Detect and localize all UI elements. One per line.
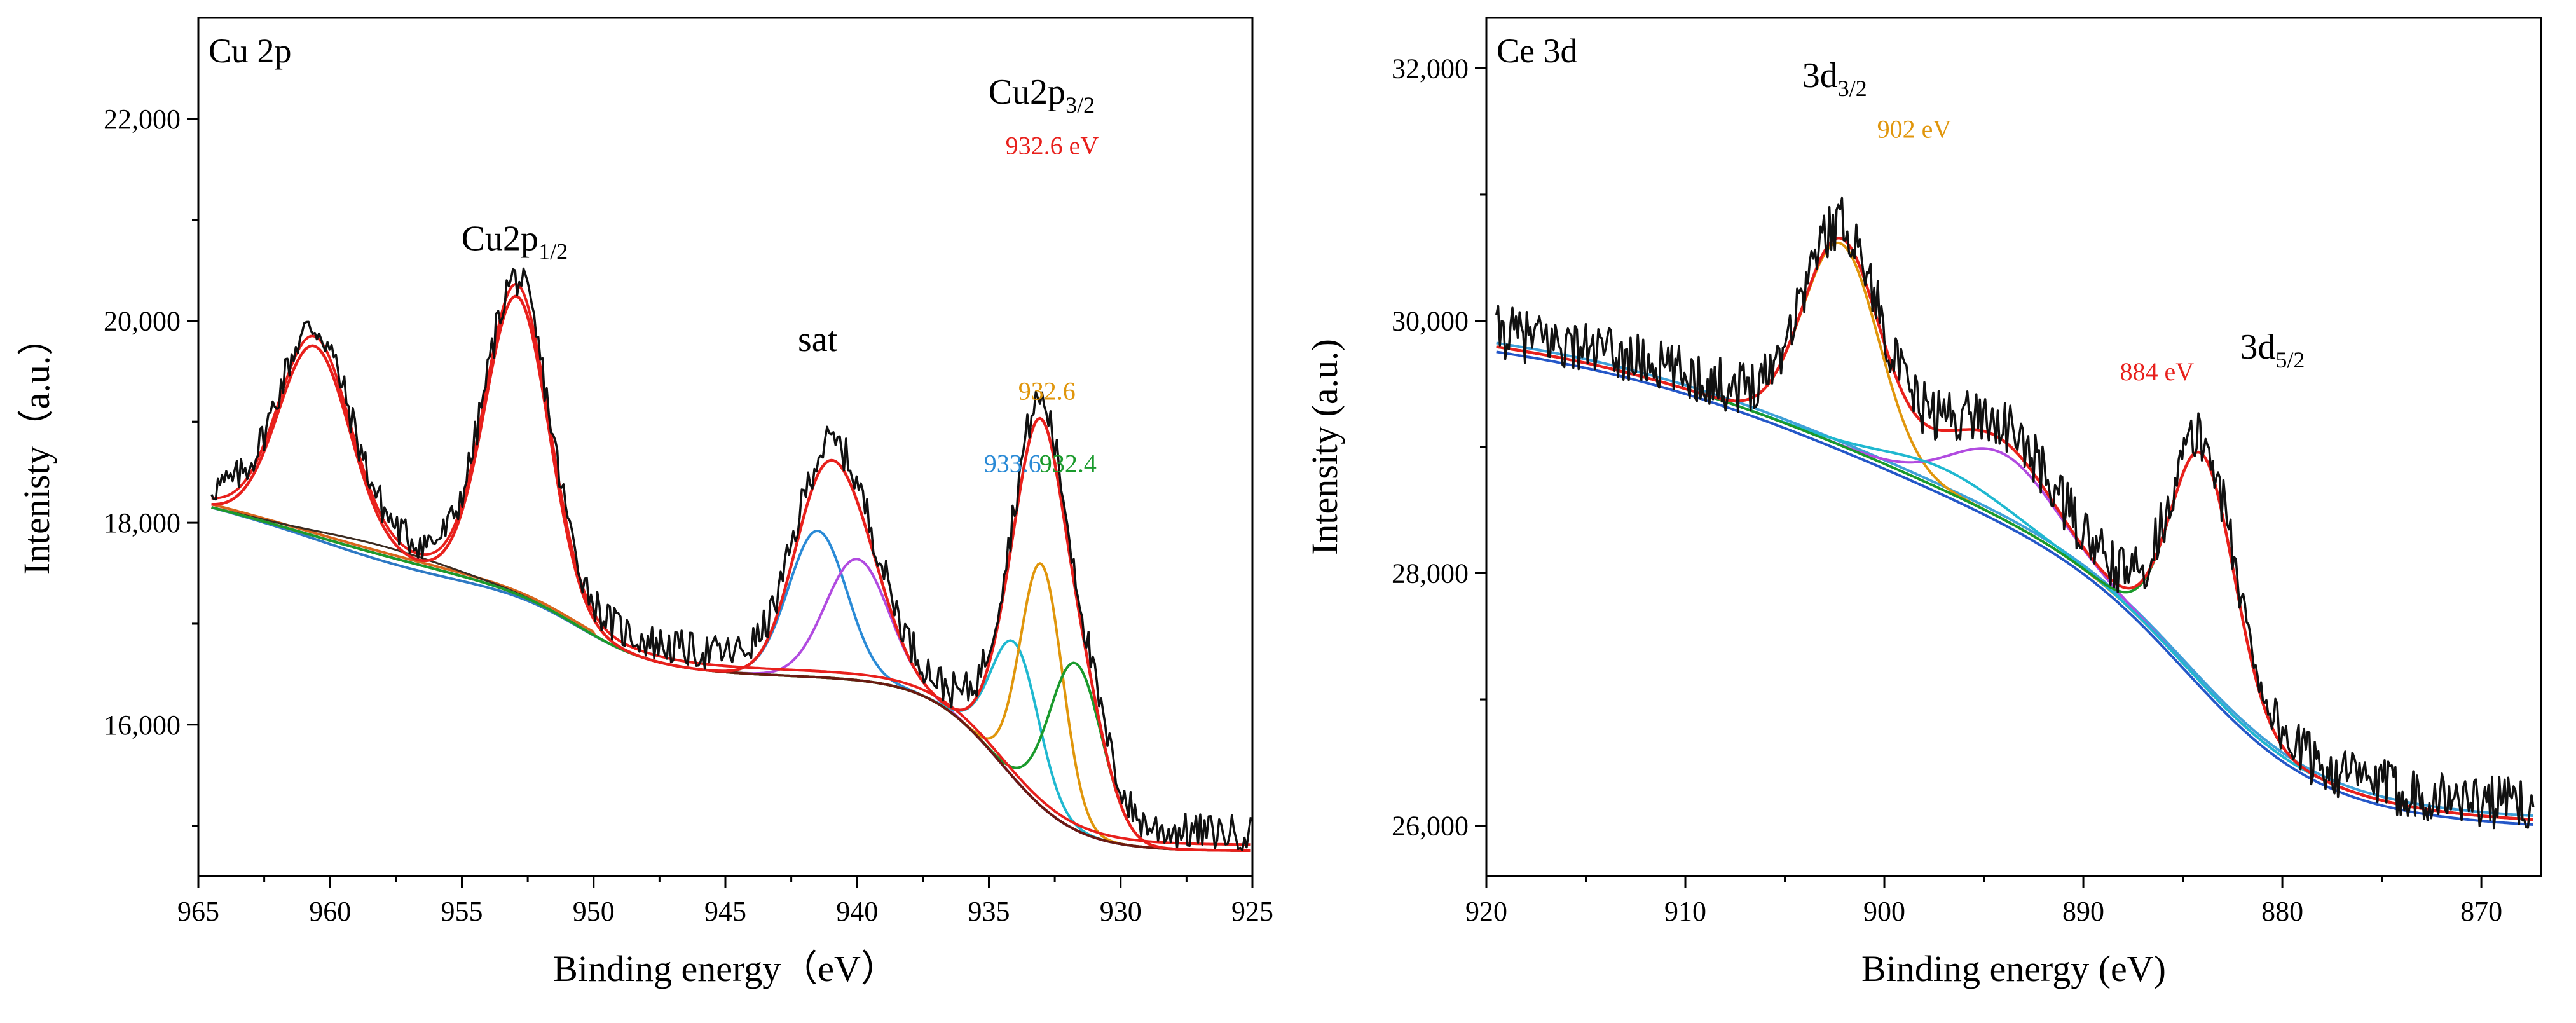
peak-label-main: 3d bbox=[1802, 56, 1838, 95]
component-line bbox=[1496, 345, 2533, 821]
energy-label: 932.6 bbox=[1018, 376, 1076, 405]
y-tick-label: 30,000 bbox=[1392, 305, 1469, 336]
x-tick-label: 930 bbox=[1100, 896, 1142, 927]
x-tick-label: 925 bbox=[1231, 896, 1273, 927]
y-axis-title: Intensity (a.u.) bbox=[1304, 339, 1345, 555]
x-axis-title: Binding energy (eV) bbox=[1861, 948, 2166, 989]
y-tick-label: 18,000 bbox=[104, 507, 181, 539]
plot-frame bbox=[1485, 17, 2542, 877]
peak-label-main: 3d bbox=[2240, 327, 2275, 367]
peak-label: 3d3/2 bbox=[1802, 56, 1867, 101]
component-line bbox=[211, 505, 1251, 852]
y-tick-label: 28,000 bbox=[1392, 558, 1469, 589]
peak-label-main: sat bbox=[798, 320, 838, 359]
energy-label: 933.6 bbox=[984, 450, 1041, 478]
peak-label: sat bbox=[798, 320, 838, 359]
x-tick-label: 880 bbox=[2261, 896, 2303, 927]
cu2p12-fit-dark-line bbox=[211, 294, 1251, 852]
x-tick-label: 945 bbox=[704, 896, 746, 927]
background-1-line bbox=[1496, 350, 2533, 826]
peak-label: Cu2p3/2 bbox=[989, 72, 1095, 118]
x-tick-label: 920 bbox=[1465, 896, 1507, 927]
energy-label: 884 eV bbox=[2120, 357, 2195, 386]
ce-3d-panel: 920 910 900 890 880 870 26,000 28,000 30,000 32,0… bbox=[1304, 17, 2542, 989]
peak-label-sub: 5/2 bbox=[2275, 347, 2305, 373]
peak-label-sub: 1/2 bbox=[538, 238, 568, 264]
energy-label: 932.4 bbox=[1039, 450, 1097, 478]
peak-label-main: Cu2p bbox=[462, 219, 538, 258]
raw-data-line bbox=[210, 267, 1252, 851]
background-2-line bbox=[1496, 341, 2533, 818]
component-line bbox=[1496, 345, 2533, 821]
envelope-line bbox=[1496, 236, 2533, 821]
component-line bbox=[211, 505, 1251, 852]
component-line bbox=[211, 505, 1251, 852]
x-tick-label: 910 bbox=[1664, 896, 1706, 927]
x-tick-label: 870 bbox=[2460, 896, 2502, 927]
panel-label: Cu 2p bbox=[209, 32, 292, 70]
cu2p12-fit-red-line bbox=[211, 283, 1251, 846]
y-axis-title: Intenisty（a.u.） bbox=[16, 319, 57, 575]
x-tick-label: 955 bbox=[441, 896, 483, 927]
envelope-line bbox=[211, 294, 1251, 853]
x-tick-label: 890 bbox=[2062, 896, 2104, 927]
energy-label: 932.6 eV bbox=[1006, 131, 1099, 160]
peak-label: Cu2p1/2 bbox=[462, 219, 568, 264]
cu-2p-panel: 965 960 955 950 945 940 935 930 925 16,000 18,000 2… bbox=[16, 17, 1273, 989]
x-tick-label: 965 bbox=[177, 896, 219, 927]
background-blue-line bbox=[211, 506, 1251, 852]
background-dark-line bbox=[211, 506, 1251, 852]
peak-label: 3d5/2 bbox=[2240, 327, 2305, 373]
component-line bbox=[211, 505, 1251, 852]
component-line bbox=[211, 505, 1251, 852]
raw-data-line bbox=[1495, 196, 2535, 830]
y-tick-label: 26,000 bbox=[1392, 811, 1469, 842]
x-axis-title: Binding energy（eV） bbox=[553, 948, 898, 989]
x-tick-label: 940 bbox=[836, 896, 878, 927]
panel-label: Ce 3d bbox=[1497, 32, 1578, 70]
x-tick-label: 935 bbox=[968, 896, 1010, 927]
x-tick-label: 900 bbox=[1863, 896, 1905, 927]
x-tick-label: 950 bbox=[573, 896, 615, 927]
peak-label-sub: 3/2 bbox=[1838, 76, 1867, 101]
peak-label-main: Cu2p bbox=[989, 72, 1065, 112]
y-tick-label: 22,000 bbox=[104, 104, 181, 135]
energy-label: 902 eV bbox=[1877, 115, 1952, 144]
y-tick-label: 32,000 bbox=[1392, 53, 1469, 84]
y-tick-label: 16,000 bbox=[104, 710, 181, 741]
x-tick-label: 960 bbox=[309, 896, 351, 927]
peak-label-sub: 3/2 bbox=[1065, 92, 1095, 118]
component-line bbox=[1496, 345, 2533, 821]
y-tick-label: 20,000 bbox=[104, 305, 181, 336]
